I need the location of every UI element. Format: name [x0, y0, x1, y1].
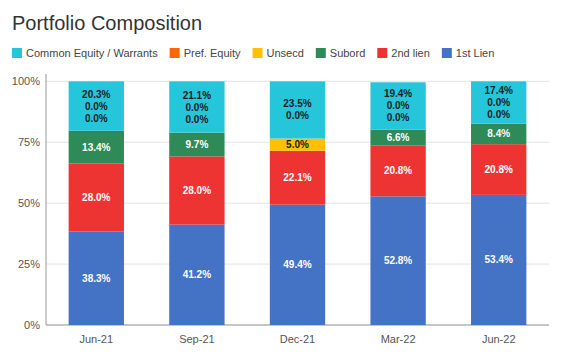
legend-label: Common Equity / Warrants	[26, 47, 158, 59]
legend-item: Common Equity / Warrants	[12, 47, 158, 59]
legend-item: 1st Lien	[442, 47, 495, 59]
data-label: 20.3%	[82, 89, 110, 100]
bar-segment	[270, 139, 325, 151]
x-tick-label: Jun-21	[79, 333, 113, 345]
data-labels: 38.3%28.0%13.4%0.0%0.0%20.3%41.2%28.0%9.…	[82, 85, 513, 284]
y-tick-label: 25%	[18, 258, 40, 270]
bar-segment	[169, 133, 224, 157]
data-label: 52.8%	[384, 255, 412, 266]
legend-item: Subord	[316, 47, 365, 59]
bar-segment	[370, 130, 425, 146]
bar-segment	[69, 163, 124, 231]
bar-segment	[270, 205, 325, 325]
data-label: 0.0%	[286, 110, 309, 121]
data-label: 0.0%	[387, 100, 410, 111]
legend-item: Unsecd	[253, 47, 304, 59]
data-label: 22.1%	[283, 172, 311, 183]
legend-label: 1st Lien	[456, 47, 495, 59]
legend-label: 2nd lien	[391, 47, 430, 59]
data-label: 53.4%	[485, 254, 513, 265]
legend-swatch	[253, 48, 263, 58]
data-label: 38.3%	[82, 273, 110, 284]
x-tick-label: Mar-22	[381, 333, 416, 345]
legend-label: Unsecd	[267, 47, 304, 59]
x-tick-label: Jun-22	[482, 333, 516, 345]
y-tick-label: 75%	[18, 136, 40, 148]
data-label: 9.7%	[186, 139, 209, 150]
data-label: 21.1%	[183, 90, 211, 101]
bar-segment	[69, 81, 124, 130]
data-label: 13.4%	[82, 142, 110, 153]
data-label: 0.0%	[186, 102, 209, 113]
data-label: 19.4%	[384, 88, 412, 99]
bar-segment	[270, 151, 325, 205]
legend-label: Subord	[330, 47, 365, 59]
data-label: 41.2%	[183, 269, 211, 280]
y-tick-label: 100%	[12, 75, 40, 87]
data-label: 28.0%	[183, 185, 211, 196]
bars	[69, 81, 527, 325]
data-label: 0.0%	[85, 101, 108, 112]
legend-swatch	[442, 48, 452, 58]
legend-swatch	[12, 48, 22, 58]
bar-segment	[169, 81, 224, 132]
data-label: 6.6%	[387, 132, 410, 143]
title: Portfolio Composition	[12, 12, 202, 34]
data-label: 49.4%	[283, 259, 311, 270]
bar-segment	[370, 146, 425, 197]
y-tick-label: 0%	[24, 319, 40, 331]
x-tick-label: Sep-21	[179, 333, 214, 345]
bar-segment	[471, 144, 526, 195]
legend-swatch	[170, 48, 180, 58]
bar-segment	[69, 232, 124, 325]
y-tick-label: 50%	[18, 197, 40, 209]
data-label: 0.0%	[487, 109, 510, 120]
legend-item: Pref. Equity	[170, 47, 241, 59]
legend: Common Equity / Warrants Pref. Equity Unse…	[12, 47, 494, 59]
data-label: 8.4%	[487, 128, 510, 139]
bar-segment	[370, 82, 425, 129]
data-label: 28.0%	[82, 192, 110, 203]
legend-swatch	[377, 48, 387, 58]
bar-segment	[270, 81, 325, 138]
data-label: 0.0%	[487, 97, 510, 108]
bar-segment	[471, 195, 526, 325]
legend-swatch	[316, 48, 326, 58]
data-label: 0.0%	[85, 113, 108, 124]
data-label: 23.5%	[283, 98, 311, 109]
chart: Portfolio Composition Common Equity / War…	[0, 0, 561, 353]
bar-segment	[69, 131, 124, 164]
y-axis-line	[46, 74, 47, 325]
bar-segment	[471, 124, 526, 144]
x-tick-label: Dec-21	[280, 333, 315, 345]
data-label: 20.8%	[384, 165, 412, 176]
data-label: 0.0%	[186, 114, 209, 125]
bar-segment	[471, 81, 526, 123]
legend-item: 2nd lien	[377, 47, 430, 59]
bar-segment	[370, 196, 425, 325]
bar-segment	[169, 156, 224, 224]
bar-segment	[169, 225, 224, 325]
legend-label: Pref. Equity	[184, 47, 241, 59]
data-label: 20.8%	[485, 164, 513, 175]
data-label: 17.4%	[485, 85, 513, 96]
data-label: 5.0%	[286, 139, 309, 150]
data-label: 0.0%	[387, 112, 410, 123]
